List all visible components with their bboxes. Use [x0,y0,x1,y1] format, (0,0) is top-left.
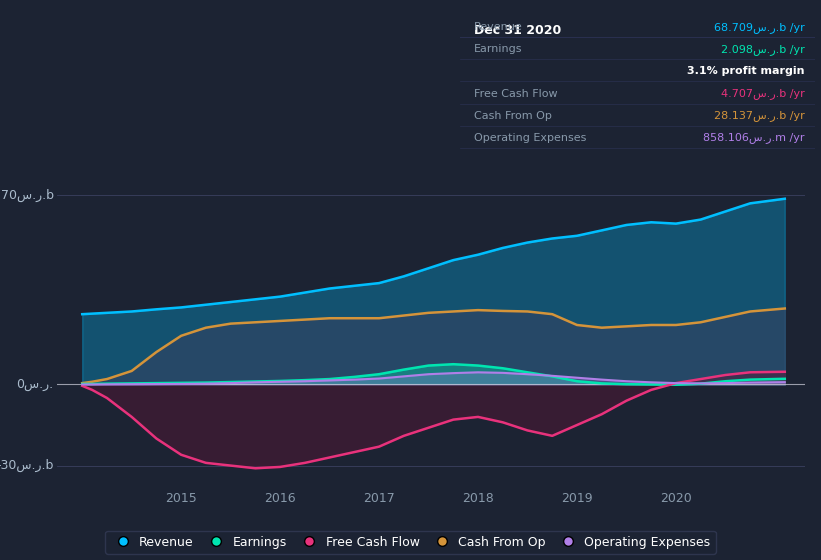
Text: 4.707س.ر.b /yr: 4.707س.ر.b /yr [721,88,805,99]
Text: Revenue: Revenue [475,22,523,32]
Text: 68.709س.ر.b /yr: 68.709س.ر.b /yr [713,22,805,32]
Legend: Revenue, Earnings, Free Cash Flow, Cash From Op, Operating Expenses: Revenue, Earnings, Free Cash Flow, Cash … [105,531,716,554]
Text: 28.137س.ر.b /yr: 28.137س.ر.b /yr [713,110,805,122]
Text: 858.106س.ر.m /yr: 858.106س.ر.m /yr [703,132,805,143]
Text: 70س.ر.b: 70س.ر.b [1,189,53,202]
Text: 2.098س.ر.b /yr: 2.098س.ر.b /yr [721,44,805,55]
Text: Operating Expenses: Operating Expenses [475,133,586,143]
Text: Earnings: Earnings [475,44,523,54]
Text: Dec 31 2020: Dec 31 2020 [475,24,562,38]
Text: -30س.ر.b: -30س.ر.b [0,459,53,472]
Text: 3.1% profit margin: 3.1% profit margin [687,67,805,77]
Text: Free Cash Flow: Free Cash Flow [475,88,557,99]
Text: Cash From Op: Cash From Op [475,111,552,121]
Text: 0س.ر.: 0س.ر. [16,378,53,391]
